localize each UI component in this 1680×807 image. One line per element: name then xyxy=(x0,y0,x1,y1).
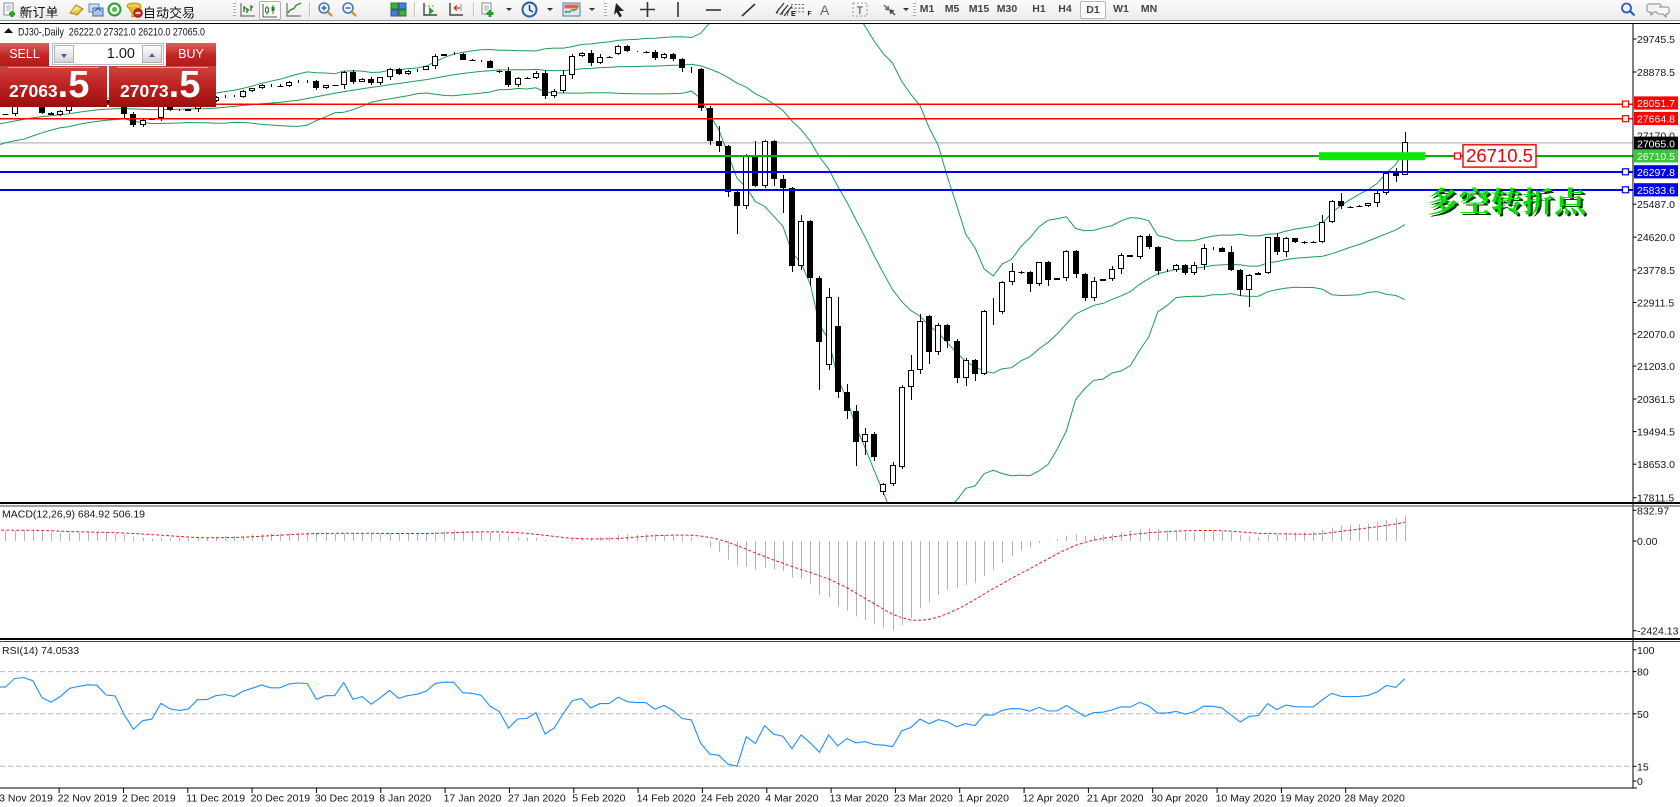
svg-text:22911.5: 22911.5 xyxy=(1637,298,1674,310)
svg-text:21203.0: 21203.0 xyxy=(1637,361,1675,373)
svg-text:MACD(12,26,9) 684.92 506.19: MACD(12,26,9) 684.92 506.19 xyxy=(2,509,145,521)
svg-text:50: 50 xyxy=(1637,709,1649,721)
svg-text:11 Dec 2019: 11 Dec 2019 xyxy=(186,793,245,805)
svg-text:19 May 2020: 19 May 2020 xyxy=(1280,793,1341,805)
svg-text:20 Dec 2019: 20 Dec 2019 xyxy=(251,793,311,805)
svg-text:20361.5: 20361.5 xyxy=(1637,394,1675,406)
svg-text:13 Nov 2019: 13 Nov 2019 xyxy=(0,793,53,805)
svg-text:25487.0: 25487.0 xyxy=(1637,199,1675,211)
svg-text:24 Feb 2020: 24 Feb 2020 xyxy=(701,793,760,805)
svg-text:E: E xyxy=(791,11,796,18)
svg-text:13 Mar 2020: 13 Mar 2020 xyxy=(830,793,889,805)
svg-text:2 Dec 2019: 2 Dec 2019 xyxy=(122,793,176,805)
svg-text:10 May 2020: 10 May 2020 xyxy=(1216,793,1277,805)
svg-text:15: 15 xyxy=(1637,761,1649,773)
svg-text:F: F xyxy=(808,11,812,18)
svg-text:17 Jan 2020: 17 Jan 2020 xyxy=(444,793,502,805)
svg-text:DJ30-,Daily 26222.0 27321.0 2: DJ30-,Daily 26222.0 27321.0 26210.0 2706… xyxy=(18,27,205,39)
svg-text:28 May 2020: 28 May 2020 xyxy=(1344,793,1405,805)
svg-text:25833.6: 25833.6 xyxy=(1637,185,1675,197)
svg-text:100: 100 xyxy=(1637,645,1655,657)
svg-text:22070.0: 22070.0 xyxy=(1637,329,1675,341)
svg-text:27065.0: 27065.0 xyxy=(1637,138,1675,150)
svg-text:19494.5: 19494.5 xyxy=(1637,427,1675,439)
svg-text:18653.0: 18653.0 xyxy=(1637,459,1675,471)
svg-text:24620.0: 24620.0 xyxy=(1637,232,1675,244)
svg-text:4 Mar 2020: 4 Mar 2020 xyxy=(765,793,818,805)
svg-text:0: 0 xyxy=(1637,776,1643,788)
svg-text:28878.5: 28878.5 xyxy=(1637,67,1675,79)
svg-text:26710.5: 26710.5 xyxy=(1637,151,1675,163)
svg-text:1 Apr 2020: 1 Apr 2020 xyxy=(958,793,1009,805)
svg-text:17811.5: 17811.5 xyxy=(1637,493,1674,505)
svg-text:21 Apr 2020: 21 Apr 2020 xyxy=(1087,793,1144,805)
svg-text:26297.8: 26297.8 xyxy=(1637,167,1675,179)
svg-text:23 Mar 2020: 23 Mar 2020 xyxy=(894,793,953,805)
svg-text:14 Feb 2020: 14 Feb 2020 xyxy=(637,793,696,805)
svg-text:12 Apr 2020: 12 Apr 2020 xyxy=(1023,793,1080,805)
svg-text:23778.5: 23778.5 xyxy=(1637,265,1675,277)
svg-text:-2424.13: -2424.13 xyxy=(1637,626,1679,638)
svg-text:28051.7: 28051.7 xyxy=(1637,98,1675,110)
svg-text:5 Feb 2020: 5 Feb 2020 xyxy=(572,793,625,805)
svg-text:0.00: 0.00 xyxy=(1637,536,1658,548)
svg-text:30 Dec 2019: 30 Dec 2019 xyxy=(315,793,375,805)
svg-text:30 Apr 2020: 30 Apr 2020 xyxy=(1151,793,1208,805)
svg-text:8 Jan 2020: 8 Jan 2020 xyxy=(379,793,431,805)
svg-text:27 Jan 2020: 27 Jan 2020 xyxy=(508,793,566,805)
svg-text:A: A xyxy=(820,2,830,17)
svg-text:27664.8: 27664.8 xyxy=(1637,114,1675,126)
svg-text:T: T xyxy=(857,5,864,17)
svg-text:832.97: 832.97 xyxy=(1637,505,1669,517)
svg-text:29745.5: 29745.5 xyxy=(1637,34,1675,46)
svg-text:RSI(14) 74.0533: RSI(14) 74.0533 xyxy=(2,645,79,657)
svg-text:22 Nov 2019: 22 Nov 2019 xyxy=(58,793,118,805)
svg-text:80: 80 xyxy=(1637,667,1649,679)
svg-text:26710.5: 26710.5 xyxy=(1466,145,1533,166)
